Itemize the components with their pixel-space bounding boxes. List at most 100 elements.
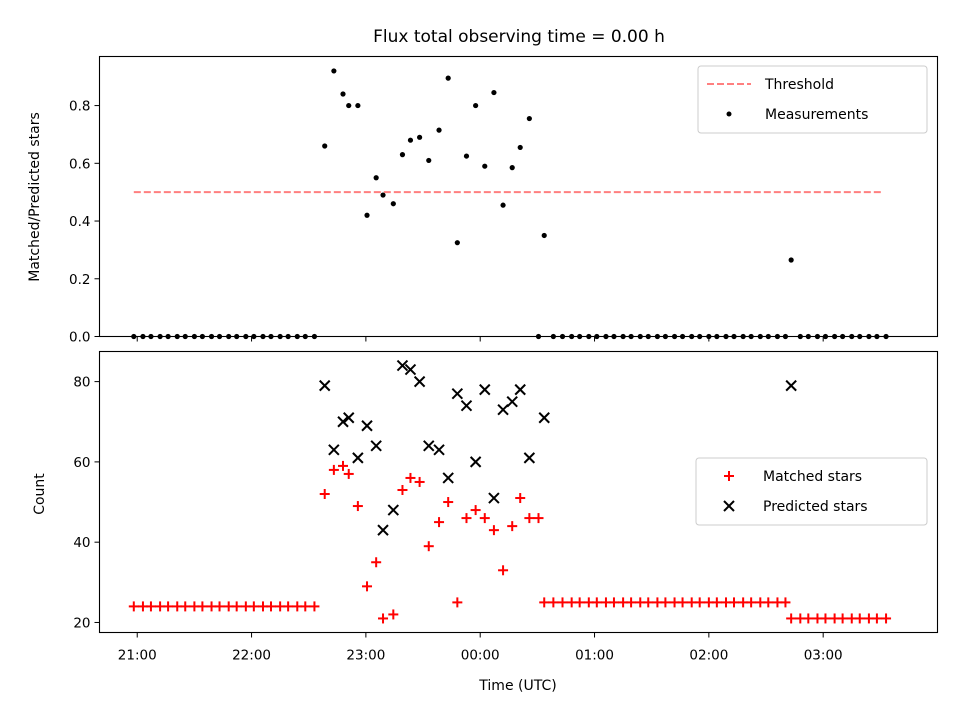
predicted-star-point <box>413 375 426 388</box>
matched-star-point <box>694 597 705 608</box>
predicted-star-point <box>396 359 409 372</box>
predicted-star-point <box>352 452 364 464</box>
ratio-panel: 0.00.20.40.60.8 Matched/Predicted stars … <box>27 55 939 346</box>
matched-star-point <box>338 460 349 471</box>
predicted-star-point <box>442 472 454 484</box>
predicted-star-point <box>479 383 491 396</box>
count-panel: 20 40 60 80 21:00 22:00 23:00 00:00 01:00 02:00 0… <box>32 350 939 694</box>
predicted-star-point <box>423 440 435 452</box>
matched-star-point <box>309 601 320 612</box>
predicted-star-point <box>328 444 340 456</box>
matched-star-point <box>248 601 259 612</box>
matched-star-point <box>746 597 757 608</box>
measurement-point <box>473 102 479 109</box>
matched-star-point <box>434 517 445 528</box>
matched-star-point <box>763 597 774 608</box>
matched-star-point <box>488 525 499 536</box>
matched-star-point <box>145 601 156 612</box>
matched-star-point <box>362 581 373 592</box>
ratio-y-tick-label: 0.0 <box>69 330 90 346</box>
measurement-point <box>399 152 406 158</box>
matched-star-point <box>643 597 654 608</box>
count-y-axis-label: Count <box>32 473 48 515</box>
matched-star-point <box>378 613 389 624</box>
matched-star-point <box>515 493 526 504</box>
count-y-tick-label: 40 <box>73 535 90 551</box>
predicted-star-point <box>337 416 349 428</box>
predicted-star-point <box>488 492 500 504</box>
matched-star-point <box>319 489 330 500</box>
measurement-point <box>445 75 451 81</box>
predicted-star-point <box>343 412 355 424</box>
ratio-y-axis-label: Matched/Predicted stars <box>27 112 43 282</box>
measurement-point <box>340 91 346 97</box>
matched-star-point <box>352 501 363 512</box>
matched-star-point <box>507 521 518 532</box>
matched-star-point <box>128 601 139 612</box>
matched-star-point <box>498 565 509 576</box>
matched-star-point <box>214 601 225 612</box>
matched-star-point <box>574 597 585 608</box>
matched-star-point <box>780 597 791 608</box>
legend-threshold-label: Threshold <box>764 77 834 93</box>
measurement-point <box>517 144 523 151</box>
measurement-point <box>331 68 337 74</box>
measurement-point <box>454 240 460 246</box>
matched-star-point <box>343 468 354 479</box>
measurement-point <box>417 134 423 140</box>
predicted-star-point <box>469 456 482 468</box>
measurement-point <box>346 102 352 109</box>
matched-star-point <box>423 541 434 552</box>
predicted-star-point <box>404 363 417 376</box>
matched-star-point <box>197 601 208 612</box>
predicted-star-point <box>538 412 550 424</box>
time-x-tick-label: 23:00 <box>346 648 385 664</box>
measurement-point <box>491 89 497 96</box>
measurement-point <box>463 153 470 159</box>
matched-star-point <box>470 505 481 516</box>
measurement-point <box>407 137 414 143</box>
legend-predicted-swatch <box>723 500 735 512</box>
matched-star-point <box>533 513 544 524</box>
ratio-y-tick-label: 0.8 <box>69 99 90 115</box>
matched-star-point <box>479 513 490 524</box>
matched-star-point <box>711 597 722 608</box>
time-x-tick-label: 00:00 <box>461 648 500 664</box>
measurement-point <box>355 102 361 109</box>
matched-star-point <box>163 601 174 612</box>
measurement-point <box>390 201 396 207</box>
time-x-tick-label: 21:00 <box>118 648 157 664</box>
matched-star-point <box>539 597 550 608</box>
matched-star-point <box>388 609 399 620</box>
legend-matched-label: Matched stars <box>763 469 862 485</box>
measurement-point <box>364 212 370 218</box>
legend-predicted-label: Predicted stars <box>763 499 868 515</box>
ratio-legend: Threshold Measurements <box>697 65 928 134</box>
ratio-y-tick-label: 0.6 <box>69 156 90 172</box>
legend-matched-swatch <box>724 471 734 481</box>
measurement-point <box>482 163 488 169</box>
count-legend: Matched stars Predicted stars <box>695 457 928 526</box>
predicted-star-point <box>785 379 797 392</box>
time-x-tick-label: 03:00 <box>804 648 843 664</box>
matched-star-point <box>837 613 848 624</box>
measurement-point <box>788 257 794 263</box>
matched-star-point <box>626 597 637 608</box>
legend-measurements-label: Measurements <box>765 107 868 123</box>
count-panel-frame <box>98 350 939 634</box>
chart-title: Flux total observing time = 0.00 h <box>373 27 665 47</box>
measurement-point <box>526 115 532 122</box>
time-x-tick-label: 22:00 <box>232 648 271 664</box>
predicted-star-point <box>433 444 445 456</box>
measurement-point <box>426 157 432 164</box>
measurement-point <box>509 165 515 171</box>
predicted-star-point <box>497 404 509 416</box>
predicted-star-point <box>523 452 536 464</box>
predicted-star-point <box>506 395 518 408</box>
ratio-y-tick-label: 0.2 <box>69 272 90 288</box>
legend-measurements-swatch <box>726 111 732 117</box>
matched-star-point <box>786 613 797 624</box>
matched-star-point <box>608 597 619 608</box>
predicted-star-point <box>387 504 400 516</box>
